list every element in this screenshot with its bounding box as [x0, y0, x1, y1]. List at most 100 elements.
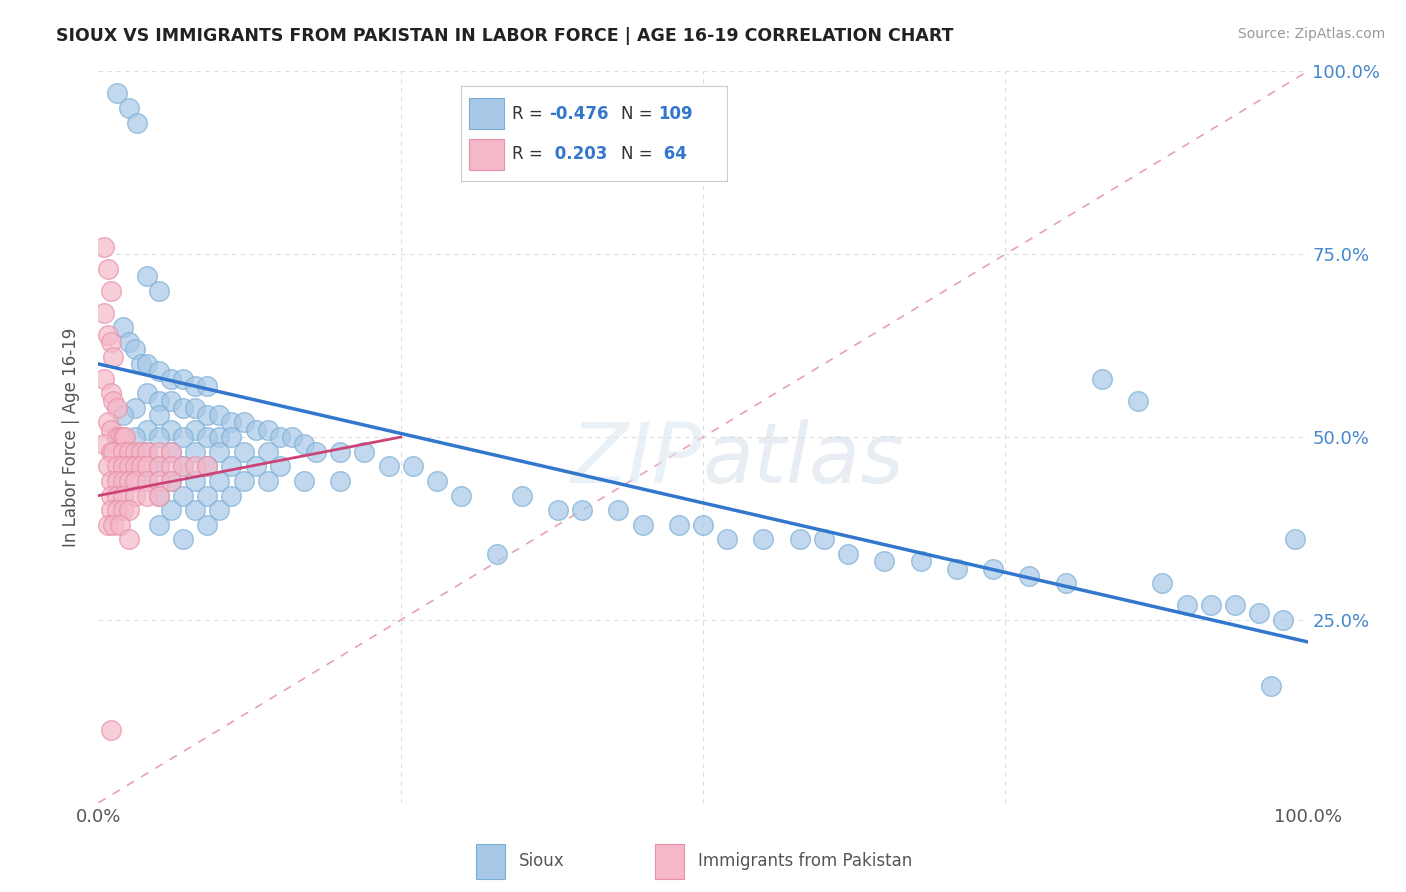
Point: [377, 459, 399, 474]
Point: [752, 533, 775, 547]
Point: [256, 444, 278, 458]
Point: [1223, 599, 1246, 613]
Point: [105, 474, 128, 488]
Point: [486, 547, 509, 561]
Point: [135, 269, 157, 284]
Point: [256, 474, 278, 488]
Text: Source: ZipAtlas.com: Source: ZipAtlas.com: [1237, 27, 1385, 41]
Point: [135, 474, 157, 488]
Point: [100, 723, 122, 737]
Point: [105, 489, 128, 503]
Point: [910, 554, 932, 568]
Point: [716, 533, 738, 547]
Point: [148, 393, 170, 408]
Point: [97, 459, 120, 474]
Text: atlas: atlas: [703, 418, 904, 500]
Point: [1249, 606, 1271, 620]
Point: [195, 489, 218, 503]
Point: [184, 474, 207, 488]
Point: [692, 517, 714, 532]
Point: [111, 503, 134, 517]
Point: [124, 474, 146, 488]
Point: [135, 444, 157, 458]
Point: [100, 284, 122, 298]
Point: [195, 379, 218, 393]
Point: [837, 547, 859, 561]
Point: [101, 444, 124, 458]
Point: [129, 444, 152, 458]
Point: [100, 503, 122, 517]
Point: [111, 444, 134, 458]
Point: [124, 343, 146, 357]
Point: [148, 284, 170, 298]
Point: [221, 489, 243, 503]
Point: [607, 503, 630, 517]
Point: [160, 503, 183, 517]
Point: [208, 503, 231, 517]
Point: [93, 240, 115, 254]
Point: [108, 517, 131, 532]
Point: [148, 364, 170, 378]
Point: [148, 489, 170, 503]
Point: [208, 408, 231, 422]
Point: [1272, 613, 1295, 627]
Point: [105, 401, 128, 415]
Point: [148, 459, 170, 474]
Point: [105, 459, 128, 474]
Point: [148, 489, 170, 503]
Point: [221, 416, 243, 430]
Point: [1152, 576, 1174, 591]
Y-axis label: In Labor Force | Age 16-19: In Labor Force | Age 16-19: [62, 327, 80, 547]
Point: [1018, 569, 1040, 583]
Point: [1128, 393, 1150, 408]
Point: [160, 459, 183, 474]
Point: [184, 459, 207, 474]
Point: [402, 459, 425, 474]
Point: [221, 430, 243, 444]
Point: [135, 489, 157, 503]
Point: [195, 430, 218, 444]
Point: [329, 444, 352, 458]
Point: [111, 320, 134, 334]
Point: [118, 459, 141, 474]
Point: [292, 474, 315, 488]
Point: [172, 371, 194, 385]
Point: [873, 554, 896, 568]
Point: [946, 562, 969, 576]
Point: [256, 423, 278, 437]
Point: [245, 423, 267, 437]
Point: [172, 430, 194, 444]
Point: [172, 489, 194, 503]
Point: [135, 459, 157, 474]
Point: [105, 430, 128, 444]
Point: [97, 416, 120, 430]
Point: [510, 489, 533, 503]
Point: [148, 430, 170, 444]
Point: [195, 459, 218, 474]
Point: [105, 503, 128, 517]
Point: [118, 101, 141, 115]
Point: [148, 474, 170, 488]
Point: [124, 401, 146, 415]
Point: [1175, 599, 1198, 613]
Point: [232, 444, 254, 458]
Point: [101, 517, 124, 532]
Point: [426, 474, 449, 488]
Point: [135, 444, 157, 458]
Point: [124, 459, 146, 474]
Point: [100, 423, 122, 437]
Point: [111, 489, 134, 503]
Point: [813, 533, 835, 547]
Point: [184, 401, 207, 415]
Point: [269, 459, 291, 474]
Point: [1199, 599, 1222, 613]
Point: [329, 474, 352, 488]
Point: [108, 430, 131, 444]
Point: [135, 357, 157, 371]
Point: [111, 474, 134, 488]
Point: [353, 444, 375, 458]
Point: [93, 306, 115, 320]
Point: [129, 459, 152, 474]
Point: [1260, 679, 1282, 693]
Point: [100, 489, 122, 503]
